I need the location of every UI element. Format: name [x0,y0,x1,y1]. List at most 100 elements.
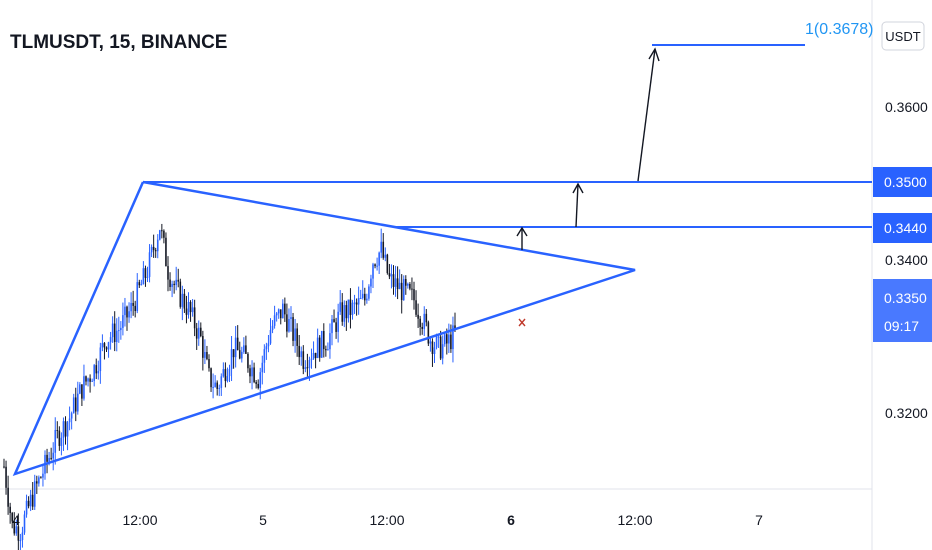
candle-body [138,282,141,286]
candle-body [126,306,128,318]
candle-body [64,421,67,437]
candle-body [441,344,444,359]
candle-body [376,265,378,267]
candle-body [38,477,40,484]
candle-body [156,239,159,252]
candle-body [411,288,413,290]
candle-body [446,334,448,344]
candle-body [277,309,280,314]
candle-body [238,350,241,359]
x-tick-label: 12:00 [617,512,652,528]
breakout-arrow-medium [572,182,584,228]
candle-body [118,330,120,332]
candle-body [152,246,155,251]
candle-body [423,313,426,329]
candle-body [310,358,313,361]
candle-body [204,351,206,358]
candle-body [99,347,102,372]
candle-body [216,382,218,389]
candle-body [87,378,89,382]
candle-body [433,347,436,354]
drawings-layer[interactable] [12,44,872,477]
candle-body [249,368,251,377]
price-axis[interactable]: 0.3600 0.3400 0.3200 [885,99,928,421]
x-tick-label: 12:00 [369,512,404,528]
candle-body [286,314,288,332]
candle-body [415,300,417,315]
candle-body [251,367,253,377]
candle-body [429,341,432,344]
candle-body [159,230,161,240]
candle-body [284,303,286,315]
x-tick-label: 5 [259,512,267,528]
candle-body [357,298,360,305]
candle-body [417,314,419,319]
candle-body [50,457,52,459]
currency-button-label: USDT [885,29,920,44]
candle-body [241,351,243,359]
candle-body [193,307,196,329]
candle-body [103,343,106,348]
candle-body [382,241,385,258]
candle-body [253,367,255,383]
candle-body [425,313,428,323]
candle-body [405,279,407,286]
y-tick-label: 0.3400 [885,252,928,268]
cross-marker-icon [518,318,526,327]
price-label-bg [873,167,932,197]
candle-body [349,299,352,315]
candle-body [202,336,204,358]
candle-body [208,359,210,369]
candle-body [298,345,300,358]
candle-body [195,328,198,339]
currency-button[interactable]: USDT [881,21,925,51]
candle-body [212,386,214,388]
candle-body [189,301,192,313]
candle-body [431,341,434,354]
time-axis[interactable]: 4 12:00 5 12:00 6 12:00 7 [12,512,763,528]
candle-body [275,313,278,316]
candle-body [366,298,368,301]
candle-body [392,274,395,287]
y-tick-label: 0.3200 [885,405,928,421]
candle-body [154,250,157,252]
target-label: 1(0.3678) [805,21,874,38]
candle-body [77,393,79,412]
candle-body [394,278,397,287]
x-tick-label: 6 [507,512,515,528]
candle-body [271,325,274,331]
candle-body [11,512,13,522]
candle-body [386,254,389,273]
candle-body [62,421,65,438]
candle-body [437,336,440,338]
candle-body [267,343,270,347]
candle-body [384,254,387,258]
candle-body [148,252,151,277]
candle-body [228,368,231,377]
candle-body [206,351,208,360]
candle-body [450,334,452,350]
candle-body [175,279,177,286]
candle-body [296,328,298,346]
candle-body [150,246,153,253]
candle-body [109,337,112,343]
candle-body [318,337,321,358]
candle-body [361,293,364,299]
countdown-text: 09:17 [884,318,919,334]
triangle-pattern[interactable] [12,180,636,477]
candle-body [335,322,337,332]
candle-body [3,466,5,468]
candle-body [400,282,403,301]
candle-body [101,343,104,348]
candle-body [173,283,175,286]
current-price-label: 0.3350 09:17 [873,279,932,342]
candle-body [325,349,327,351]
candle-body [142,268,145,285]
candle-body [89,378,91,382]
candle-body [197,327,200,339]
candle-body [448,334,450,344]
candle-body [351,302,354,315]
candle-body [294,328,296,341]
candle-body [165,237,167,267]
